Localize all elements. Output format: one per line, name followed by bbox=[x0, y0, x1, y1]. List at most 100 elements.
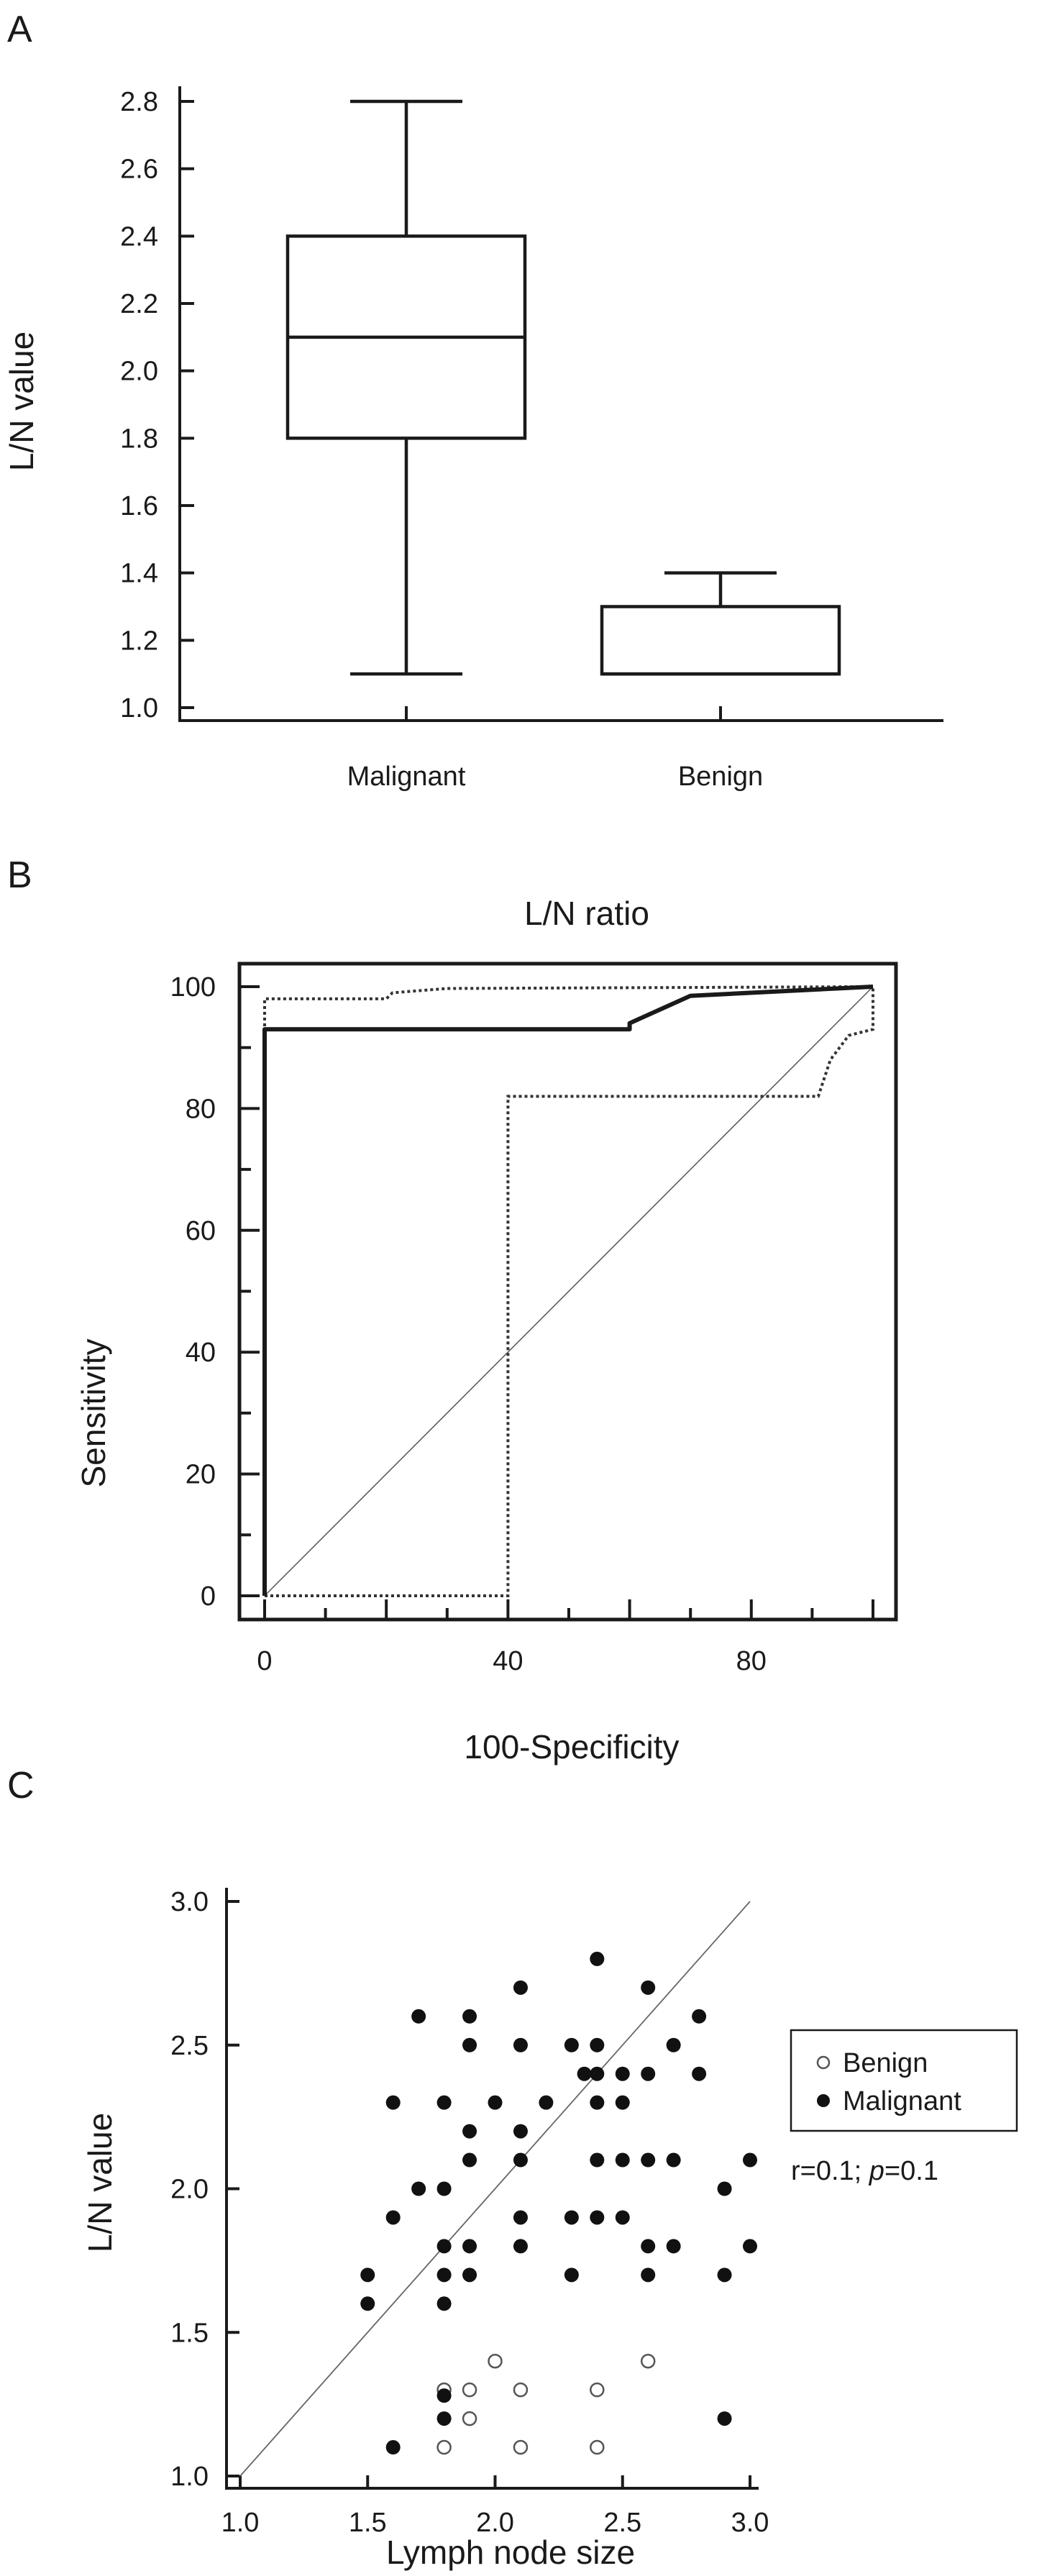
malignant-point bbox=[615, 2152, 630, 2168]
malignant-point bbox=[436, 2239, 452, 2254]
malignant-point bbox=[462, 2037, 477, 2052]
malignant-point bbox=[360, 2296, 375, 2311]
panel-b-y-tick-label: 60 bbox=[186, 1216, 216, 1246]
benign-point bbox=[462, 2382, 477, 2398]
panel-b-y-tick-label: 40 bbox=[186, 1338, 216, 1368]
malignant-point bbox=[743, 2152, 757, 2168]
malignant-point bbox=[590, 2152, 605, 2168]
malignant-point bbox=[462, 2009, 477, 2024]
panel-c-x-tick-label: 1.0 bbox=[221, 2508, 260, 2538]
malignant-point bbox=[590, 2210, 605, 2225]
malignant-point bbox=[385, 2440, 401, 2455]
panel-c-series bbox=[239, 1901, 757, 2477]
malignant-point bbox=[692, 2066, 707, 2081]
malignant-point bbox=[590, 1951, 605, 1966]
panel-b-x-tick-label: 80 bbox=[736, 1646, 767, 1676]
annotation-p: p bbox=[869, 2156, 884, 2186]
panel-b-y-tick-label: 20 bbox=[186, 1460, 216, 1490]
malignant-point bbox=[513, 2239, 528, 2254]
malignant-point bbox=[436, 2388, 452, 2403]
malignant-point bbox=[436, 2267, 452, 2283]
panel-a-y-tick-label: 1.4 bbox=[120, 559, 158, 589]
benign-point bbox=[513, 2439, 529, 2455]
malignant-point bbox=[717, 2411, 732, 2426]
panel-a-category-label: Malignant bbox=[347, 762, 466, 792]
legend-malignant-marker bbox=[817, 2094, 830, 2107]
malignant-point bbox=[717, 2181, 732, 2196]
panel-a-x-ticks: Malignant Benign bbox=[347, 706, 763, 792]
malignant-point bbox=[615, 2210, 630, 2225]
panel-b-title: L/N ratio bbox=[524, 895, 649, 932]
legend-frame bbox=[790, 2029, 1018, 2132]
malignant-point bbox=[411, 2181, 426, 2196]
panel-c-x-tick-label: 1.5 bbox=[349, 2508, 387, 2538]
malignant-point bbox=[641, 2239, 656, 2254]
panel-c-scatter: C L/N value Lymph node size 1.0 1.5 2.0 2.5… bbox=[7, 1765, 1018, 2571]
malignant-point bbox=[436, 2296, 452, 2311]
malignant-point bbox=[615, 2095, 630, 2110]
roc-series-diagonal-thin-3 bbox=[264, 986, 874, 1597]
legend-benign-label: Benign bbox=[843, 2048, 928, 2078]
panel-c-correlation-annotation: r=0.1; p=0.1 bbox=[791, 2156, 938, 2186]
malignant-point bbox=[462, 2124, 477, 2139]
malignant-point bbox=[577, 2066, 592, 2081]
panel-c-y-label: L/N value bbox=[81, 2113, 119, 2252]
panel-b-y-tick-label: 100 bbox=[170, 972, 216, 1002]
malignant-point bbox=[717, 2267, 732, 2283]
panel-a-box-plot: A L/N value 1.0 1.2 1.4 1.6 1.8 2.0 2.2 2.4 2.6 2… bbox=[3, 9, 943, 792]
panel-c-x-tick-label: 2.5 bbox=[603, 2508, 641, 2538]
malignant-point bbox=[564, 2210, 579, 2225]
malignant-point bbox=[743, 2239, 757, 2254]
panel-c-ticks: 1.0 1.5 2.0 2.5 3.0 1.0 1.5 2.0 2.5 3.0 bbox=[170, 1887, 769, 2538]
malignant-point bbox=[436, 2181, 452, 2196]
malignant-point bbox=[462, 2239, 477, 2254]
malignant-point bbox=[539, 2095, 554, 2110]
panel-a-y-tick-label: 1.2 bbox=[120, 626, 158, 656]
malignant-point bbox=[513, 1980, 528, 1995]
panel-c-y-tick-label: 1.5 bbox=[170, 2318, 209, 2348]
panel-a-y-tick-label: 2.4 bbox=[120, 221, 158, 252]
panel-a-letter: A bbox=[7, 9, 32, 50]
panel-a-y-tick-label: 2.2 bbox=[120, 289, 158, 319]
annotation-prefix: r=0.1; bbox=[791, 2156, 869, 2186]
benign-point bbox=[462, 2411, 477, 2426]
malignant-point bbox=[436, 2411, 452, 2426]
panel-a-boxes bbox=[285, 99, 841, 676]
panel-b-letter: B bbox=[7, 854, 32, 896]
panel-c-y-tick-label: 2.5 bbox=[170, 2031, 209, 2061]
panel-b-series bbox=[262, 985, 874, 1597]
malignant-point bbox=[666, 2037, 681, 2052]
panel-a-y-ticks: 1.0 1.2 1.4 1.6 1.8 2.0 2.2 2.4 2.6 2.8 bbox=[120, 87, 194, 723]
box-benign bbox=[600, 571, 841, 676]
malignant-point bbox=[564, 2267, 579, 2283]
malignant-point bbox=[641, 2152, 656, 2168]
malignant-point bbox=[590, 2066, 605, 2081]
panel-c-x-tick-label: 2.0 bbox=[476, 2508, 514, 2538]
legend-malignant-label: Malignant bbox=[843, 2086, 961, 2116]
malignant-point bbox=[385, 2210, 401, 2225]
benign-point bbox=[488, 2353, 503, 2369]
benign-point bbox=[513, 2382, 529, 2398]
malignant-point bbox=[436, 2095, 452, 2110]
box-malignant bbox=[285, 99, 527, 676]
panel-b-roc-curve: B L/N ratio Sensitivity 100-Specificity … bbox=[7, 854, 898, 1766]
malignant-point bbox=[513, 2124, 528, 2139]
benign-point bbox=[640, 2353, 656, 2369]
panel-a-y-tick-label: 1.6 bbox=[120, 491, 158, 521]
identity-line bbox=[239, 1901, 751, 2477]
panel-b-x-label: 100-Specificity bbox=[464, 1728, 679, 1766]
panel-c-x-tick-label: 3.0 bbox=[731, 2508, 769, 2538]
box-iqr bbox=[600, 605, 841, 676]
panel-c-x-label: Lymph node size bbox=[386, 2534, 635, 2571]
malignant-point bbox=[564, 2037, 579, 2052]
legend-benign-marker bbox=[816, 2055, 831, 2070]
malignant-point bbox=[615, 2066, 630, 2081]
malignant-point bbox=[590, 2037, 605, 2052]
panel-b-ticks: 0 20 40 60 80 100 0 40 80 bbox=[170, 972, 874, 1676]
benign-point bbox=[590, 2382, 605, 2398]
panel-a-y-tick-label: 1.8 bbox=[120, 424, 158, 454]
malignant-point bbox=[385, 2095, 401, 2110]
malignant-point bbox=[462, 2267, 477, 2283]
roc-series-solid-thick-0 bbox=[262, 985, 874, 1596]
